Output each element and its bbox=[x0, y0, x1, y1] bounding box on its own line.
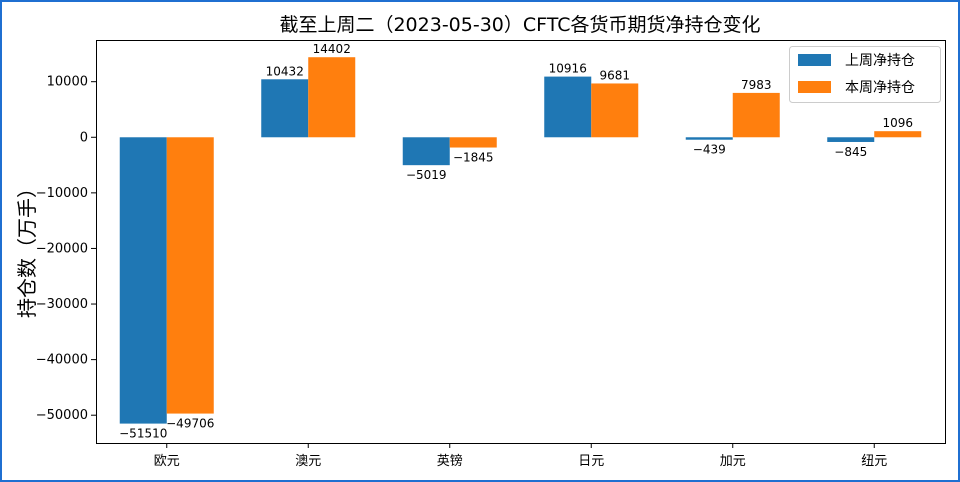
legend-label-last-week: 上周净持仓 bbox=[845, 53, 915, 69]
data-label: 9681 bbox=[599, 68, 630, 82]
x-tick-label: 纽元 bbox=[861, 454, 887, 469]
data-label: −1845 bbox=[453, 151, 494, 165]
bar-last-week bbox=[261, 79, 309, 138]
x-tick-label: 加元 bbox=[720, 454, 746, 469]
data-label: 14402 bbox=[313, 42, 351, 56]
y-tick-label: −20000 bbox=[36, 241, 88, 256]
bar-this-week bbox=[874, 131, 922, 138]
legend: 上周净持仓 本周净持仓 bbox=[789, 46, 941, 103]
bar-this-week bbox=[308, 57, 356, 138]
y-tick-label: 10000 bbox=[47, 75, 88, 90]
y-tick-label: −10000 bbox=[36, 186, 88, 201]
y-tick-label: 0 bbox=[80, 130, 88, 145]
y-tick-label: −40000 bbox=[36, 353, 88, 368]
legend-swatch-last-week bbox=[798, 54, 831, 66]
data-label: −49706 bbox=[166, 417, 214, 431]
x-tick-label: 日元 bbox=[578, 454, 604, 469]
bar-this-week bbox=[591, 83, 639, 138]
x-tick-label: 英镑 bbox=[437, 453, 463, 469]
bar-this-week bbox=[166, 137, 214, 414]
bar-last-week bbox=[402, 137, 450, 166]
x-tick-label: 澳元 bbox=[295, 453, 321, 469]
bar-this-week bbox=[732, 92, 780, 138]
plot-area: 10000 0 −10000 −20000 −30000 −40000 −50000 −515… bbox=[36, 42, 922, 469]
y-axis-label: 持仓数（万手） bbox=[15, 178, 39, 318]
data-label: −845 bbox=[834, 145, 867, 159]
legend-swatch-this-week bbox=[798, 81, 831, 93]
bar-this-week bbox=[449, 137, 497, 148]
axes-frame bbox=[96, 40, 946, 444]
chart-title: 截至上周二（2023-05-30）CFTC各货币期货净持仓变化 bbox=[279, 14, 760, 36]
data-label: 7983 bbox=[741, 78, 772, 92]
bar-last-week bbox=[685, 137, 733, 140]
data-label: −5019 bbox=[406, 168, 447, 182]
data-label: −51510 bbox=[119, 427, 167, 441]
y-tick-label: −30000 bbox=[36, 297, 88, 312]
legend-label-this-week: 本周净持仓 bbox=[845, 80, 915, 96]
bar-last-week bbox=[544, 76, 592, 138]
data-label: 10916 bbox=[549, 62, 587, 76]
bar-last-week bbox=[119, 137, 167, 424]
data-label: 10432 bbox=[266, 64, 304, 78]
data-label: 1096 bbox=[882, 116, 913, 130]
data-label: −439 bbox=[693, 143, 726, 157]
bar-last-week bbox=[827, 137, 875, 142]
x-tick-label: 欧元 bbox=[154, 454, 180, 469]
y-tick-label: −50000 bbox=[36, 408, 88, 423]
